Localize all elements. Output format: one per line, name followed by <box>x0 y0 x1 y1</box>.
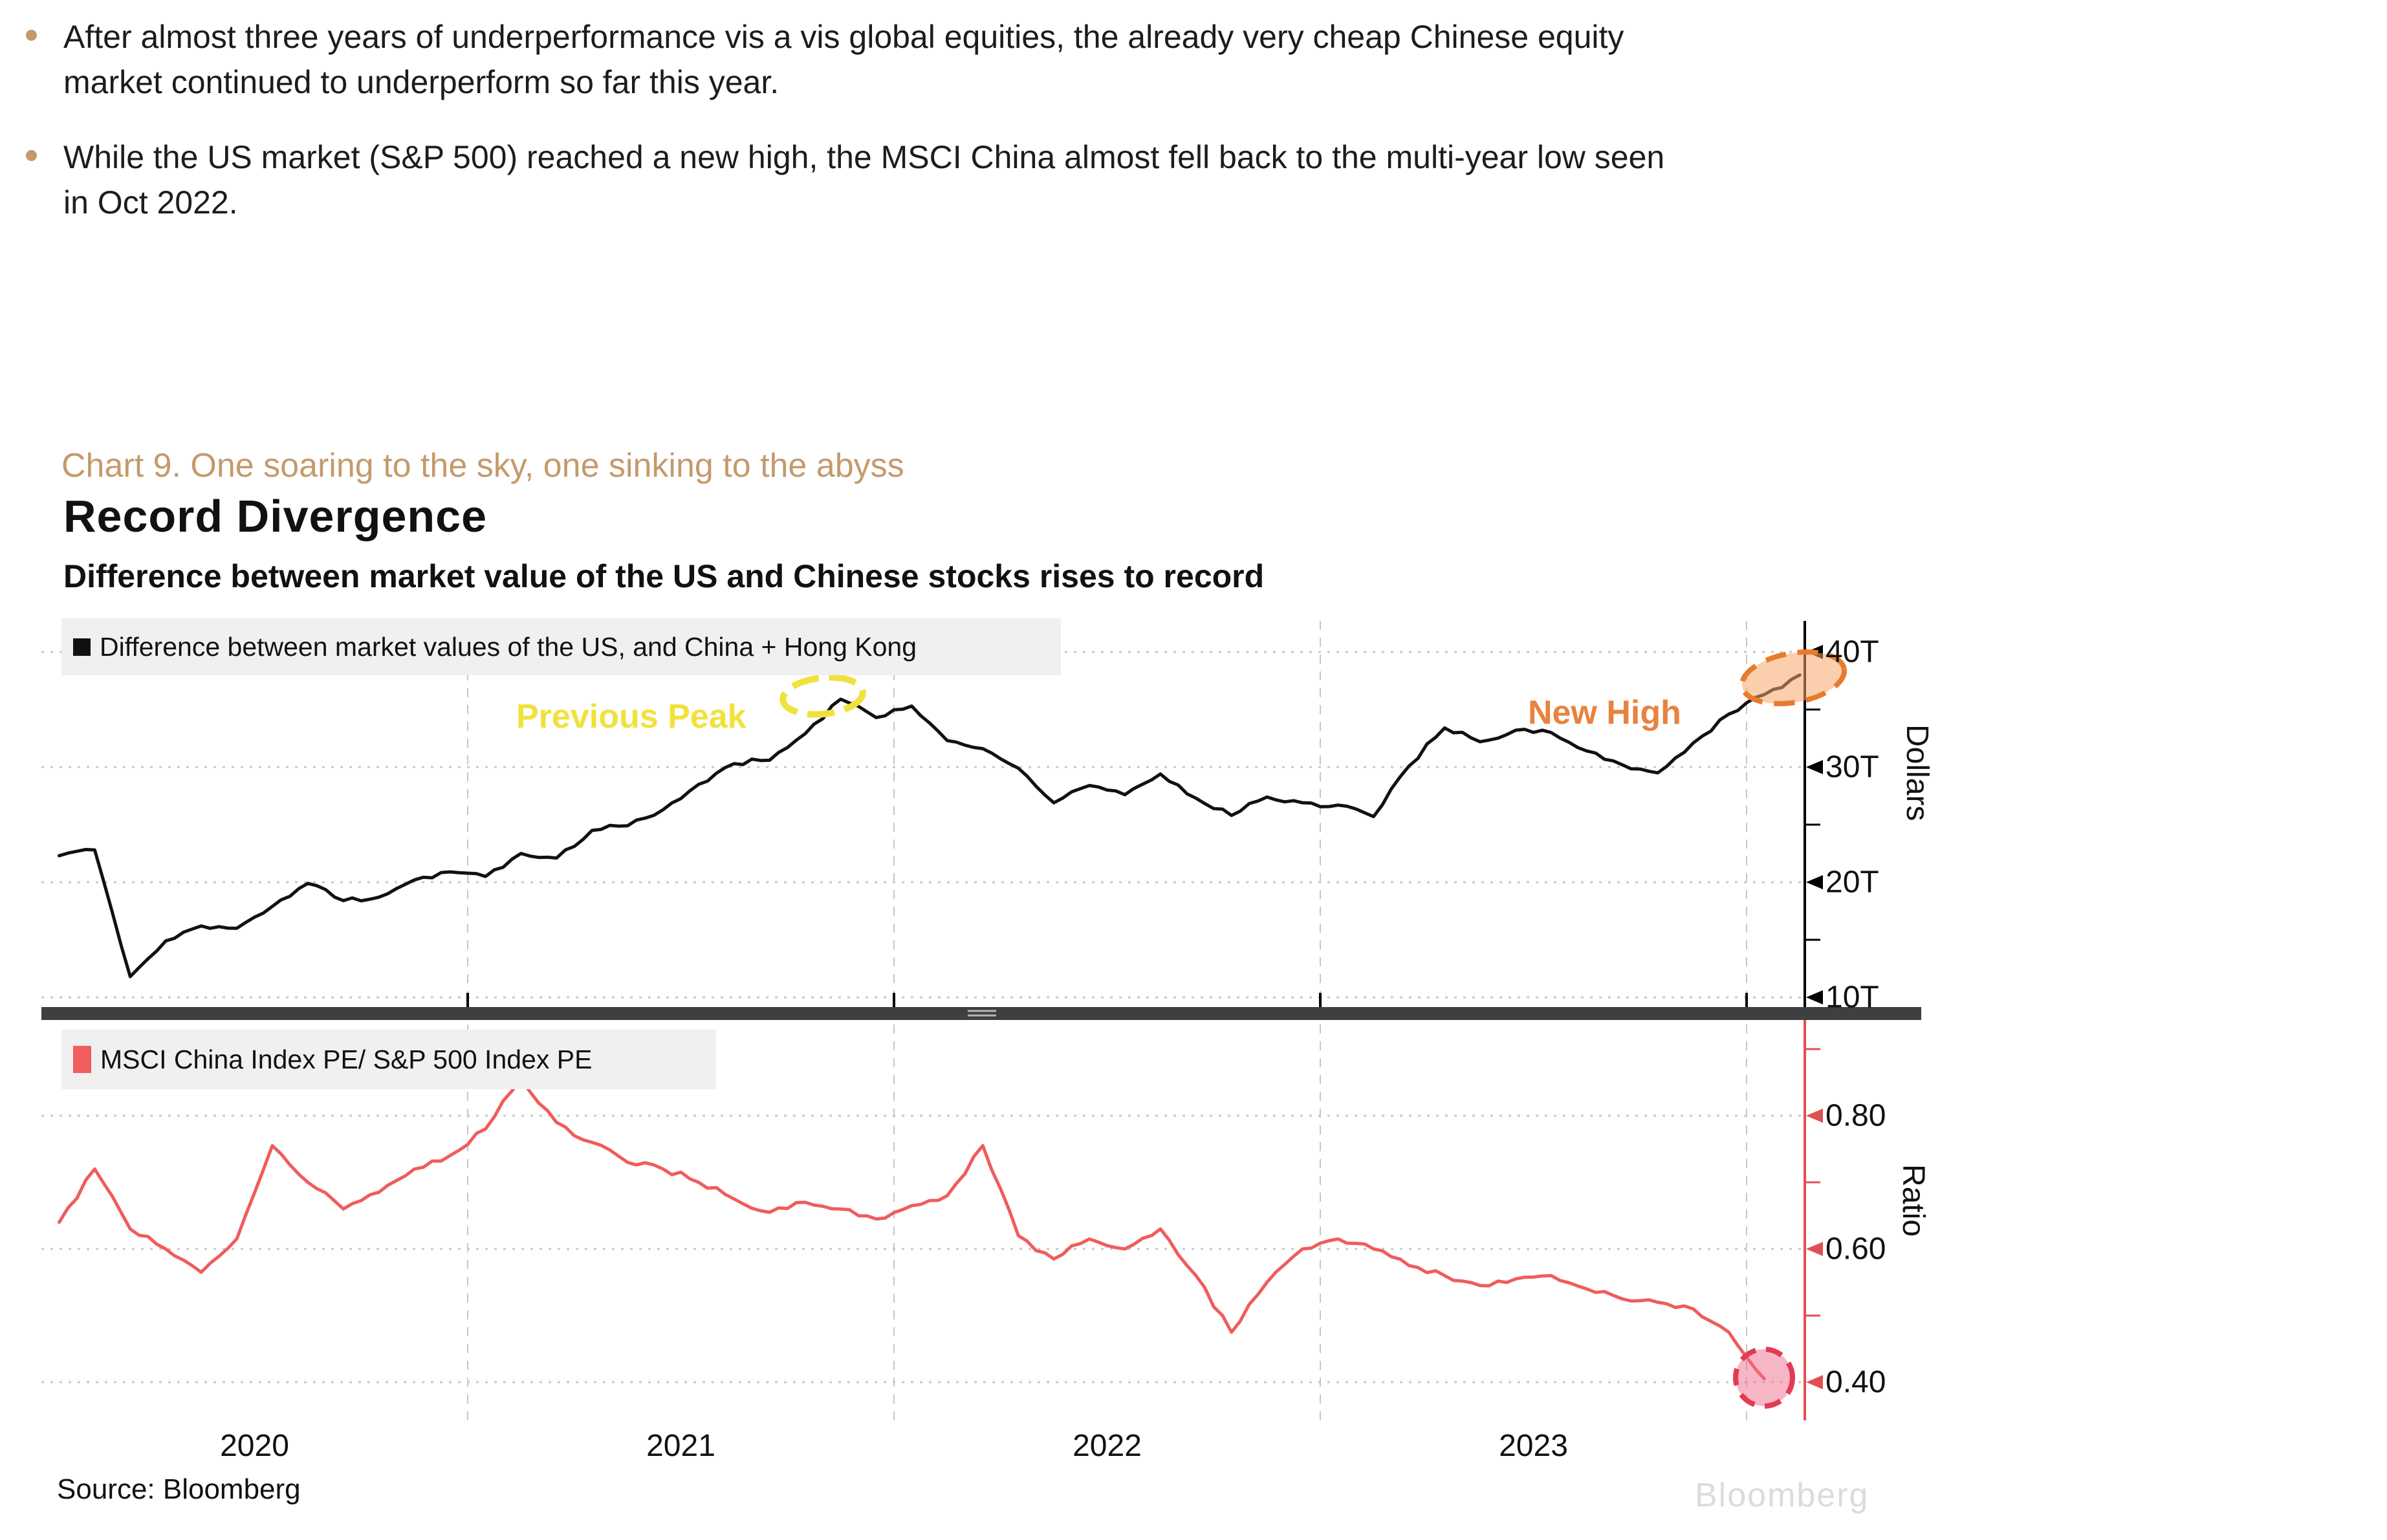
y-tick-label: 0.80 <box>1826 1098 1886 1133</box>
chart-subtitle: Difference between market value of the U… <box>63 558 1265 594</box>
bullet-text: After almost three years of underperform… <box>63 14 1624 105</box>
y-tick-label: 10T <box>1826 980 1879 1015</box>
annotation-new-high: New High <box>1528 694 1681 732</box>
new-high-ellipse-icon <box>1739 649 1847 706</box>
panel-divider[interactable] <box>41 1007 1921 1020</box>
y-tick-label: 20T <box>1826 865 1879 900</box>
tick-arrow-icon <box>1806 1109 1823 1123</box>
series-line <box>57 1077 1766 1381</box>
y-tick-label: 0.60 <box>1826 1231 1886 1266</box>
y-axis-title-ratio: Ratio <box>1896 1164 1930 1237</box>
bullet-text: While the US market (S&P 500) reached a … <box>63 135 1664 225</box>
ratio-low-circle-icon <box>1733 1347 1795 1409</box>
x-tick-label: 2020 <box>220 1429 289 1463</box>
legend-swatch-red-icon <box>73 1046 91 1073</box>
bullet-line: While the US market (S&P 500) reached a … <box>63 139 1665 175</box>
y-tick-label: 0.40 <box>1826 1365 1886 1400</box>
x-tick-label: 2023 <box>1499 1429 1568 1463</box>
bullet-dot-icon <box>26 30 37 41</box>
bullet-dot-icon <box>26 150 37 161</box>
x-tick-label: 2021 <box>646 1429 715 1463</box>
tick-arrow-icon <box>1806 1375 1823 1389</box>
legend-top-panel: Difference between market values of the … <box>61 618 1061 675</box>
tick-arrow-icon <box>1806 760 1823 774</box>
source-attribution: Source: Bloomberg <box>57 1473 301 1505</box>
chart-main-title: Record Divergence <box>63 491 488 541</box>
dual-panel-line-chart <box>41 621 1921 1420</box>
tick-arrow-icon <box>1806 1242 1823 1256</box>
previous-peak-scribble-icon <box>779 674 866 718</box>
chart-caption: Chart 9. One soaring to the sky, one sin… <box>61 447 904 484</box>
tick-arrow-icon <box>1806 990 1823 1004</box>
y-tick-label: 40T <box>1826 634 1879 669</box>
series-line <box>57 673 1802 979</box>
bloomberg-watermark: Bloomberg <box>1695 1477 1869 1514</box>
legend-swatch-black-icon <box>73 638 91 656</box>
annotation-previous-peak: Previous Peak <box>516 698 747 735</box>
bullet-line: market continued to underperform so far … <box>63 64 779 100</box>
legend-label-bottom: MSCI China Index PE/ S&P 500 Index PE <box>100 1044 593 1074</box>
bullet-line: in Oct 2022. <box>63 184 238 221</box>
x-tick-label: 2022 <box>1073 1429 1142 1463</box>
legend-bottom-panel: MSCI China Index PE/ S&P 500 Index PE <box>61 1030 716 1089</box>
tick-arrow-icon <box>1806 875 1823 889</box>
legend-label-top: Difference between market values of the … <box>100 631 917 662</box>
y-axis-title-dollars: Dollars <box>1900 724 1934 821</box>
bullet-line: After almost three years of underperform… <box>63 19 1624 55</box>
y-tick-label: 30T <box>1826 750 1879 785</box>
